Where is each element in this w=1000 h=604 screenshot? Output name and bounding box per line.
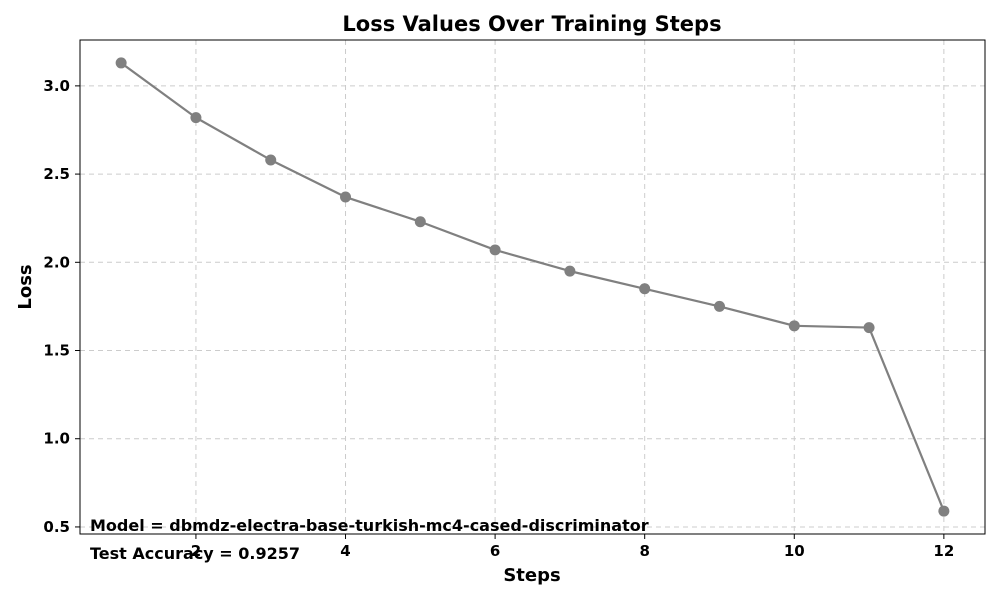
grid-lines	[80, 40, 985, 534]
y-tick-label: 2.0	[43, 253, 70, 271]
x-axis-label: Steps	[503, 565, 560, 586]
y-tick-label: 1.0	[43, 430, 70, 448]
data-point	[938, 505, 950, 517]
x-tick-label: 10	[784, 542, 805, 560]
data-point	[489, 244, 501, 256]
series-layer	[115, 57, 950, 517]
data-point	[863, 322, 875, 334]
data-point	[265, 154, 277, 166]
y-axis-label: Loss	[15, 264, 36, 309]
test-accuracy-annotation: Test Accuracy = 0.9257	[90, 544, 300, 563]
y-tick-label: 0.5	[43, 518, 70, 536]
data-point	[190, 112, 202, 124]
data-point	[115, 57, 127, 69]
data-point	[788, 320, 800, 332]
x-tick-label: 8	[639, 542, 649, 560]
y-tick-label: 2.5	[43, 165, 70, 183]
data-point	[340, 191, 352, 203]
y-tick-label: 3.0	[43, 77, 70, 95]
loss-series-line	[120, 62, 945, 512]
y-tick-label: 1.5	[43, 342, 70, 360]
x-tick-label: 12	[933, 542, 954, 560]
x-tick-label: 2	[191, 542, 201, 560]
data-point	[639, 283, 651, 295]
data-point	[414, 216, 426, 228]
chart-title: Loss Values Over Training Steps	[342, 12, 721, 36]
axes-layer: 2 4 6 8 10 12 0.5 1.0 1.5 2.0 2.5 3.0	[43, 39, 986, 560]
data-point	[564, 265, 576, 277]
x-tick-label: 6	[490, 542, 500, 560]
data-point	[713, 300, 725, 312]
model-annotation: Model = dbmdz-electra-base-turkish-mc4-c…	[90, 516, 649, 535]
x-tick-label: 4	[340, 542, 350, 560]
plot-frame	[79, 39, 986, 535]
